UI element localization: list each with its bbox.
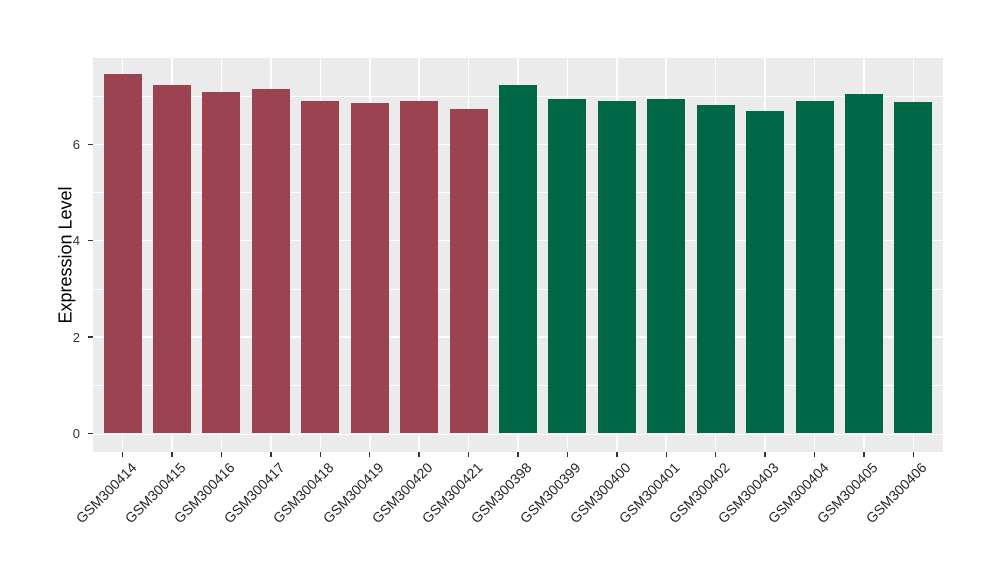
bar-GSM300406 — [894, 102, 933, 434]
y-tick-mark-0 — [88, 432, 93, 435]
bar-GSM300398 — [499, 85, 537, 434]
bar-GSM300416 — [202, 91, 241, 434]
bar-GSM300399 — [548, 99, 587, 434]
bar-GSM300420 — [400, 100, 439, 434]
x-tick-mark-GSM300416 — [220, 452, 223, 457]
y-tick-label-2: 2 — [72, 329, 80, 345]
bar-GSM300417 — [251, 89, 290, 434]
plot-panel — [93, 58, 943, 452]
x-tick-mark-GSM300417 — [270, 452, 272, 457]
bar-GSM300414 — [103, 74, 142, 434]
bar-GSM300402 — [696, 105, 735, 434]
bar-GSM300400 — [597, 100, 636, 434]
bar-GSM300415 — [153, 84, 192, 434]
x-tick-mark-GSM300420 — [418, 452, 420, 457]
bar-GSM300419 — [350, 103, 389, 434]
x-tick-mark-GSM300421 — [467, 452, 470, 457]
x-tick-mark-GSM300414 — [121, 452, 124, 457]
bar-GSM300405 — [844, 93, 883, 434]
x-tick-mark-GSM300405 — [863, 452, 865, 457]
x-tick-mark-GSM300404 — [813, 452, 816, 457]
y-tick-label-0: 0 — [72, 426, 80, 441]
x-tick-mark-GSM300419 — [368, 452, 371, 457]
y-axis-title-text: Expression Level — [55, 186, 76, 324]
x-tick-mark-GSM300418 — [319, 452, 322, 457]
x-tick-mark-GSM300400 — [616, 452, 618, 457]
y-tick-label-6: 6 — [72, 136, 80, 152]
x-tick-mark-GSM300402 — [714, 452, 717, 457]
bar-GSM300404 — [795, 101, 834, 434]
bar-GSM300401 — [647, 99, 686, 434]
x-tick-mark-GSM300398 — [517, 452, 519, 457]
y-tick-mark-6 — [88, 143, 93, 146]
x-tick-mark-GSM300401 — [665, 452, 667, 457]
x-tick-mark-GSM300403 — [764, 452, 766, 457]
x-tick-mark-GSM300415 — [171, 452, 173, 457]
bar-GSM300403 — [746, 111, 785, 434]
y-tick-mark-2 — [88, 336, 93, 338]
y-tick-label-4: 4 — [72, 233, 80, 249]
x-tick-mark-GSM300406 — [912, 452, 915, 457]
y-tick-mark-4 — [88, 239, 93, 242]
x-tick-mark-GSM300399 — [566, 452, 569, 457]
bar-GSM300418 — [301, 100, 340, 434]
bar-GSM300421 — [449, 109, 488, 434]
